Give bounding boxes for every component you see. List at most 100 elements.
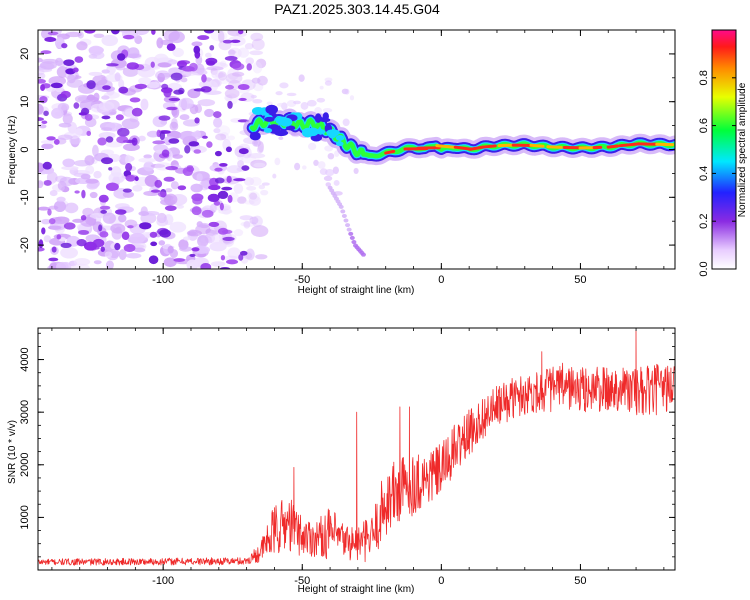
noise-blob-strong (122, 188, 132, 193)
noise-blob-strong (60, 242, 72, 248)
noise-blob (176, 204, 185, 209)
noise-blob (194, 104, 203, 114)
noise-blob-strong (60, 90, 71, 99)
noise-blob (98, 101, 115, 111)
noise-blob-strong (134, 176, 139, 182)
noise-blob-strong (51, 246, 57, 253)
noise-blob (237, 47, 250, 58)
noise-blob-faint (253, 141, 259, 146)
noise-blob-strong (238, 97, 247, 101)
noise-blob (49, 190, 58, 197)
noise-blob (115, 65, 126, 71)
noise-blob-strong (222, 236, 235, 241)
noise-blob (170, 181, 179, 190)
noise-blob-strong (111, 30, 120, 35)
noise-blob (86, 94, 96, 101)
colorbar-tick-label: 0.4 (698, 166, 710, 181)
ridge-peak (453, 145, 473, 151)
noise-blob (245, 57, 255, 65)
noise-blob-strong (41, 227, 46, 235)
noise-blob (67, 74, 76, 84)
secondary-trace-blob (341, 213, 347, 218)
noise-blob (180, 77, 188, 83)
noise-blob (100, 127, 113, 132)
ridge-blob (322, 112, 329, 121)
noise-blob-strong (125, 163, 133, 172)
spectrogram-x-tick-label: 0 (438, 274, 444, 286)
noise-blob-faint (322, 108, 333, 113)
noise-blob (244, 43, 254, 50)
noise-blob-strong (63, 222, 76, 230)
colorbar: 0.0 0.2 0.4 0.6 0.8 Normalized spectral ampl… (698, 29, 748, 277)
noise-blob (209, 241, 227, 252)
noise-blob-strong (38, 78, 46, 84)
noise-blob (252, 61, 263, 74)
ridge-peak (529, 143, 545, 148)
noise-blob-strong (47, 208, 52, 216)
noise-blob-strong (230, 39, 241, 44)
noise-blob (58, 122, 72, 128)
noise-blob (158, 240, 166, 246)
noise-blob-strong (186, 165, 194, 169)
noise-blob-strong (168, 138, 180, 144)
secondary-trace-blob (346, 227, 352, 232)
noise-blob-strong (42, 161, 52, 170)
noise-blob-strong (203, 30, 215, 34)
noise-blob (216, 125, 231, 137)
colorbar-tick-label: 0.8 (698, 70, 710, 85)
noise-blob-strong (149, 231, 158, 238)
noise-blob (220, 132, 229, 141)
noise-blob-faint (316, 97, 326, 103)
noise-blob (92, 74, 108, 86)
noise-blob (186, 259, 199, 269)
noise-blob-faint (274, 157, 281, 166)
noise-blob (56, 196, 66, 203)
noise-blob (38, 206, 50, 211)
figure-title: PAZ1.2025.303.14.45.G04 (274, 1, 440, 17)
noise-blob-strong (200, 86, 212, 93)
noise-blob-strong (226, 259, 239, 265)
noise-blob (226, 165, 243, 174)
noise-blob (143, 161, 155, 172)
ridge-peak (384, 149, 396, 155)
noise-blob (249, 50, 264, 56)
noise-blob-strong (106, 63, 119, 67)
noise-blob (248, 195, 261, 206)
noise-blob-strong (98, 194, 109, 203)
noise-blob (249, 216, 259, 225)
noise-blob-strong (225, 146, 232, 153)
noise-blob-strong (166, 106, 178, 111)
noise-blob-strong (225, 84, 235, 90)
noise-blob (118, 214, 127, 223)
noise-blob (105, 260, 114, 269)
noise-blob-strong (129, 97, 141, 103)
noise-blob (196, 173, 203, 182)
noise-blob-strong (208, 184, 221, 191)
noise-blob-faint (314, 106, 322, 115)
noise-blob (104, 251, 113, 258)
noise-blob-strong (116, 136, 129, 144)
noise-blob-strong (205, 57, 218, 65)
noise-blob (41, 218, 51, 225)
noise-blob (102, 212, 116, 224)
noise-blob (80, 173, 91, 180)
noise-blob (85, 178, 99, 184)
noise-blob (169, 249, 179, 258)
noise-blob-strong (84, 113, 93, 121)
noise-blob (156, 217, 169, 227)
noise-blob (250, 225, 269, 237)
spectrogram-secondary-trace (327, 185, 366, 257)
noise-blob-faint (266, 101, 273, 106)
noise-blob-strong (83, 30, 96, 34)
noise-blob (197, 235, 209, 248)
noise-blob-strong (152, 140, 166, 145)
noise-blob (213, 128, 221, 134)
noise-blob-faint (333, 180, 340, 186)
noise-blob-strong (81, 189, 86, 199)
snr-y-tick-label: 4000 (19, 347, 31, 371)
noise-blob (51, 107, 64, 119)
noise-blob (55, 57, 64, 66)
noise-blob-strong (150, 241, 158, 247)
noise-blob-faint (294, 162, 301, 171)
